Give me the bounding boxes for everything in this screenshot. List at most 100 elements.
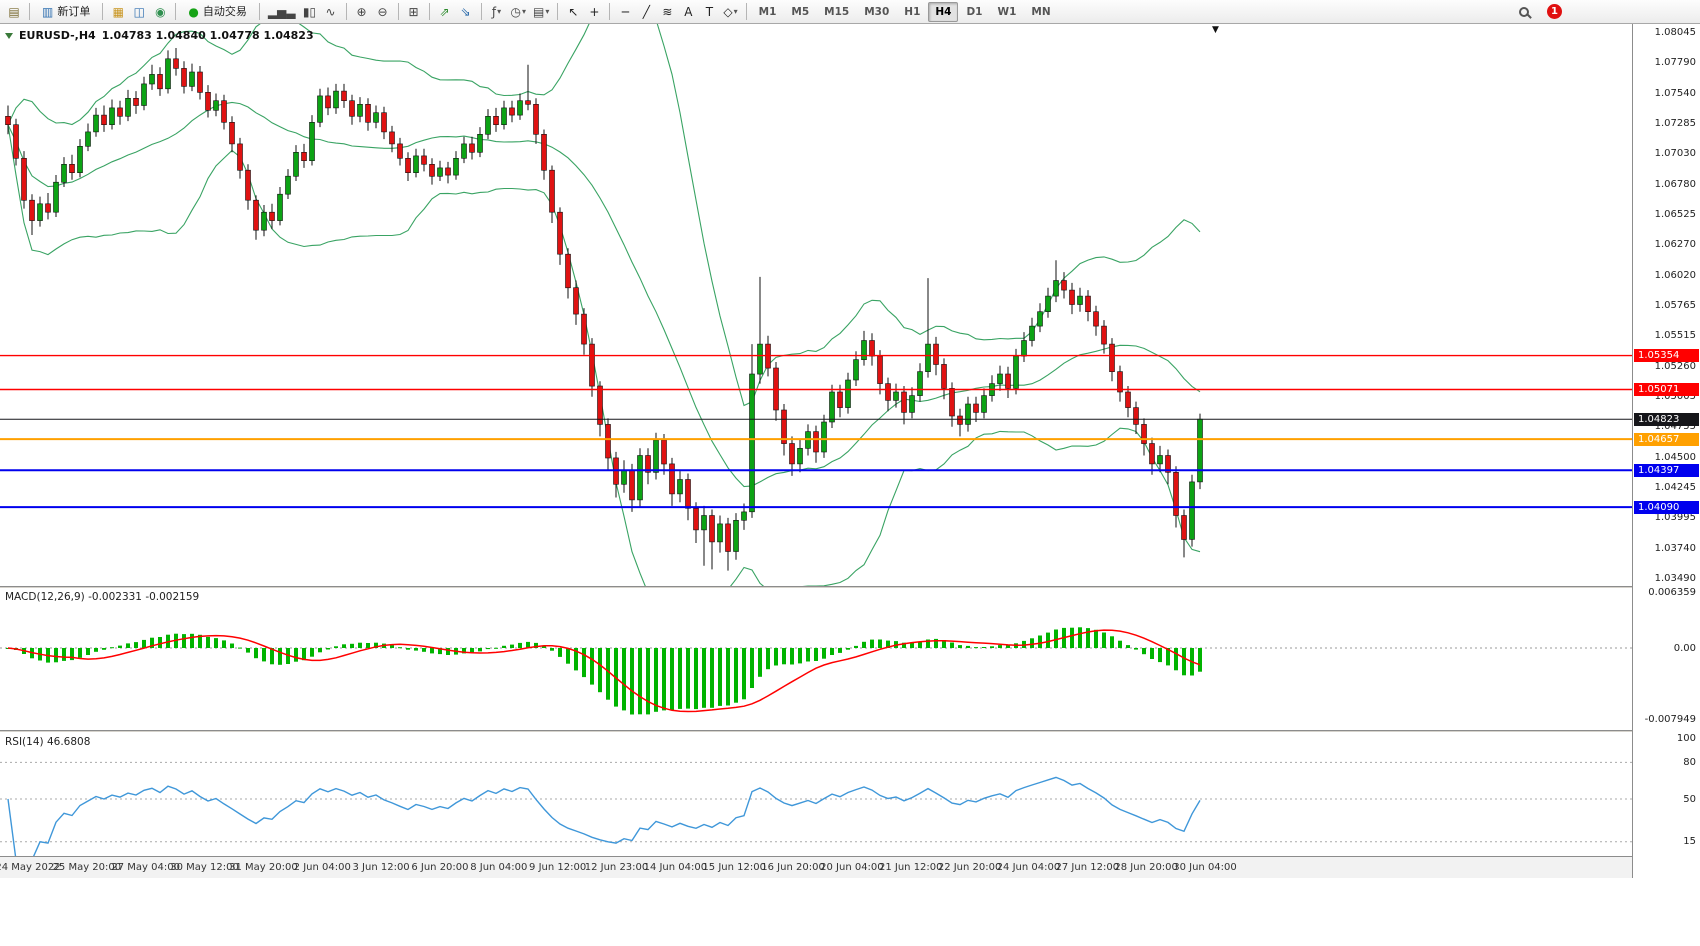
horizontal-levels	[0, 354, 1632, 509]
macd-axis-label: -0.007949	[1644, 714, 1696, 725]
notification-badge[interactable]: 1	[1547, 4, 1562, 19]
chart-shift-marker[interactable]: ▼	[1212, 25, 1219, 35]
timeframe-d1-button[interactable]: D1	[966, 5, 983, 18]
price-tick-label: 1.03490	[1654, 572, 1696, 584]
candlestick-mode-icon[interactable]: ▮▯	[300, 2, 320, 22]
time-axis-label: 24 Jun 04:00	[996, 862, 1061, 873]
price-tick-label: 1.05260	[1654, 360, 1696, 372]
shapes-tool-icon: ◇	[723, 4, 733, 19]
add-indicator-icon[interactable]: ƒ ▾	[487, 2, 507, 22]
rsi-axis-label: 100	[1676, 733, 1696, 744]
toolbar-separator	[102, 3, 104, 20]
templates-icon[interactable]: ▤ ▾	[530, 2, 552, 22]
rsi-panel[interactable]	[0, 733, 1632, 856]
time-axis-label: 30 Jun 04:00	[1173, 862, 1237, 873]
time-axis-label: 9 Jun 12:00	[529, 862, 587, 873]
timeframe-m30-button[interactable]: M30	[864, 5, 890, 18]
panel-divider[interactable]	[0, 586, 1700, 589]
candlestick-mode-icon: ▮▯	[302, 4, 317, 19]
tile-windows-icon[interactable]: ⊞	[404, 2, 424, 22]
toolbar-separator	[480, 3, 482, 20]
objects-window-icon: ⇘	[460, 4, 471, 19]
timeframe-h4-button[interactable]: H4	[928, 1, 959, 22]
zoom-in-icon[interactable]: ⊕	[352, 2, 372, 22]
price-tick-label: 1.05005	[1654, 390, 1696, 402]
price-chart[interactable]	[0, 24, 1632, 586]
timeframe-m15-button[interactable]: M15	[824, 5, 850, 18]
cursor-icon: ↖	[568, 4, 579, 19]
crosshair-icon[interactable]: +	[584, 2, 604, 22]
timeframe-m1-button[interactable]: M1	[758, 5, 777, 18]
indicators-window-icon: ⇗	[439, 4, 450, 19]
ohlc-bars-mode-icon[interactable]: ▂▅▃	[265, 2, 299, 22]
toolbar-separator	[557, 3, 559, 20]
timeframe-m5-button[interactable]: M5	[791, 5, 810, 18]
symbol-icon	[5, 32, 13, 39]
time-axis-label: 15 Jun 12:00	[702, 862, 766, 873]
macd-signal-line	[7, 629, 1201, 713]
price-level-tag[interactable]: 1.04090	[1634, 500, 1699, 514]
label-tool-icon: T	[705, 4, 714, 19]
macd-panel[interactable]	[0, 589, 1632, 730]
text-tool-icon: A	[684, 4, 693, 19]
price-tick-label: 1.06780	[1654, 178, 1696, 190]
time-axis-label: 14 Jun 04:00	[643, 862, 708, 873]
rsi-indicator-label: RSI(14) 46.6808	[5, 736, 91, 748]
time-axis-label: 28 Jun 20:00	[1114, 862, 1178, 873]
new-chart-icon[interactable]: ▤	[4, 2, 24, 22]
macd-indicator-label: MACD(12,26,9) -0.002331 -0.002159	[5, 591, 200, 603]
auto-trading-button[interactable]: ● 自动交易	[181, 2, 253, 22]
time-axis-label: 27 Jun 12:00	[1055, 862, 1120, 873]
cursor-icon[interactable]: ↖	[563, 2, 583, 22]
timeframe-mn-button[interactable]: MN	[1031, 5, 1051, 18]
trendline-tool-icon[interactable]: ╱	[636, 2, 656, 22]
horizontal-line-tool-icon: ─	[621, 4, 629, 19]
timeframe-h1-button[interactable]: H1	[904, 5, 921, 18]
toolbar-separator	[258, 3, 260, 20]
time-axis[interactable]: 24 May 2022 25 May 20:00 27 May 04:00 30 Ma…	[0, 856, 1700, 878]
price-axis[interactable]: 1.05354 1.05071 1.04823 1.04657 1.04397 1.040…	[1632, 24, 1700, 878]
price-level-tag[interactable]: 1.05071	[1634, 382, 1699, 396]
chevron-down-icon: ▾	[497, 6, 502, 16]
equidistant-channel-tool-icon[interactable]: ≋	[657, 2, 677, 22]
periods-icon[interactable]: ◷ ▾	[508, 2, 530, 22]
data-window-icon[interactable]: ◉	[150, 2, 170, 22]
horizontal-line-tool-icon[interactable]: ─	[615, 2, 635, 22]
price-tick-label: 1.06020	[1654, 269, 1696, 281]
price-level-tag[interactable]: 1.05354	[1634, 349, 1699, 363]
trendline-tool-icon: ╱	[642, 4, 650, 19]
equidistant-channel-tool-icon: ≋	[662, 4, 673, 19]
search-icon[interactable]	[1519, 6, 1529, 17]
price-level-tag[interactable]: 1.04657	[1634, 432, 1699, 446]
market-watch-icon: ◫	[133, 4, 146, 19]
time-axis-label: 8 Jun 04:00	[470, 862, 528, 873]
zoom-out-icon[interactable]: ⊖	[373, 2, 393, 22]
indicators-window-icon[interactable]: ⇗	[435, 2, 455, 22]
shapes-tool-icon[interactable]: ◇ ▾	[720, 2, 740, 22]
ohlc-bars-mode-icon: ▂▅▃	[267, 4, 296, 19]
text-tool-icon[interactable]: A	[678, 2, 698, 22]
macd-histogram	[6, 627, 1202, 715]
market-watch-icon[interactable]: ◫	[129, 2, 149, 22]
price-level-tag[interactable]: 1.04397	[1634, 463, 1699, 477]
add-indicator-icon: ƒ	[491, 4, 497, 19]
time-axis-label: 24 May 2022	[0, 862, 61, 873]
timeframe-w1-button[interactable]: W1	[997, 5, 1017, 18]
price-level-tag[interactable]: 1.04823	[1634, 412, 1699, 426]
new-order-button: ▥	[42, 4, 54, 19]
time-axis-label: 16 Jun 20:00	[761, 862, 825, 873]
line-chart-mode-icon[interactable]: ∿	[321, 2, 341, 22]
price-tick-label: 1.07790	[1654, 57, 1696, 69]
time-axis-label: 31 May 20:00	[229, 862, 298, 873]
panel-divider[interactable]	[0, 730, 1700, 733]
new-order-button[interactable]: ▥ 新订单	[35, 2, 97, 22]
objects-window-icon[interactable]: ⇘	[456, 2, 476, 22]
toolbar-separator	[428, 3, 430, 20]
label-tool-icon[interactable]: T	[699, 2, 719, 22]
price-tick-label: 1.05765	[1654, 299, 1696, 311]
bollinger-bands	[7, 24, 1201, 586]
rsi-axis-label: 80	[1683, 757, 1696, 768]
charts-profile-icon[interactable]: ▦	[108, 2, 128, 22]
auto-trading-button: ●	[188, 4, 199, 19]
